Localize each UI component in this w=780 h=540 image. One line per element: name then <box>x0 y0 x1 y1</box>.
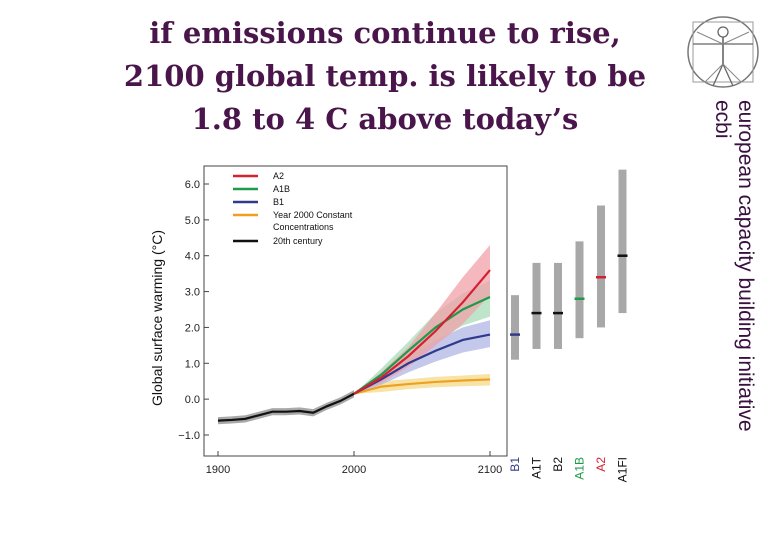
series-line-year-2000-constant-concentrations <box>353 378 491 395</box>
x-tick-label: 2100 <box>478 464 502 476</box>
series-line-b1 <box>353 333 491 395</box>
y-tick-label: −1.0 <box>178 430 200 442</box>
y-tick-label: 5.0 <box>185 215 200 227</box>
range-label-a1b: A1B <box>573 457 587 480</box>
range-bar-a2 <box>597 205 605 328</box>
legend-label-20th: 20th century <box>273 236 323 246</box>
range-label-b1: B1 <box>508 457 522 472</box>
y-tick-label: 3.0 <box>185 287 200 299</box>
range-bar-a1fi <box>618 169 627 314</box>
x-tick-label: 2000 <box>342 464 366 476</box>
series-line-20th-century <box>217 392 355 422</box>
legend-label-a2: A2 <box>273 171 284 181</box>
y-tick-label: 6.0 <box>185 179 200 191</box>
y-tick-label: 0.0 <box>185 394 200 406</box>
legend-label-a1b: A1B <box>273 184 290 194</box>
plot-frame <box>203 165 508 457</box>
legend-label-concentrations: Concentrations <box>273 222 334 232</box>
title-line-2: 2100 global temp. is likely to be <box>123 59 647 93</box>
range-label-a1t: A1T <box>530 456 544 479</box>
slide-title: if emissions continue to rise, 2100 glob… <box>120 12 650 141</box>
title-line-1: if emissions continue to rise, <box>149 16 621 50</box>
range-bar-a1t <box>532 262 541 349</box>
range-label-b2: B2 <box>551 457 565 472</box>
range-bar-b2 <box>554 262 562 349</box>
series-line-a2 <box>353 269 491 395</box>
legend-label-b1: B1 <box>273 197 284 207</box>
y-tick-label: 1.0 <box>185 358 200 370</box>
y-tick-label: 2.0 <box>185 322 200 334</box>
series-line-a1b <box>353 295 491 395</box>
title-line-3: 1.8 to 4 C above today’s <box>191 102 579 136</box>
x-tick-label: 1900 <box>206 464 230 476</box>
y-axis-label: Global surface warming (°C) <box>149 230 165 406</box>
uncertainty-band-20th-century <box>218 390 354 425</box>
uncertainty-band-a2 <box>354 244 490 394</box>
range-bar-b1 <box>511 295 519 360</box>
range-label-a1fi: A1FI <box>616 457 630 482</box>
range-bar-a1b <box>575 241 584 339</box>
y-tick-label: 4.0 <box>185 251 200 263</box>
legend-label-constant: Year 2000 Constant <box>273 210 353 220</box>
vitruvian-logo-icon <box>687 16 759 88</box>
range-label-a2: A2 <box>594 457 608 472</box>
